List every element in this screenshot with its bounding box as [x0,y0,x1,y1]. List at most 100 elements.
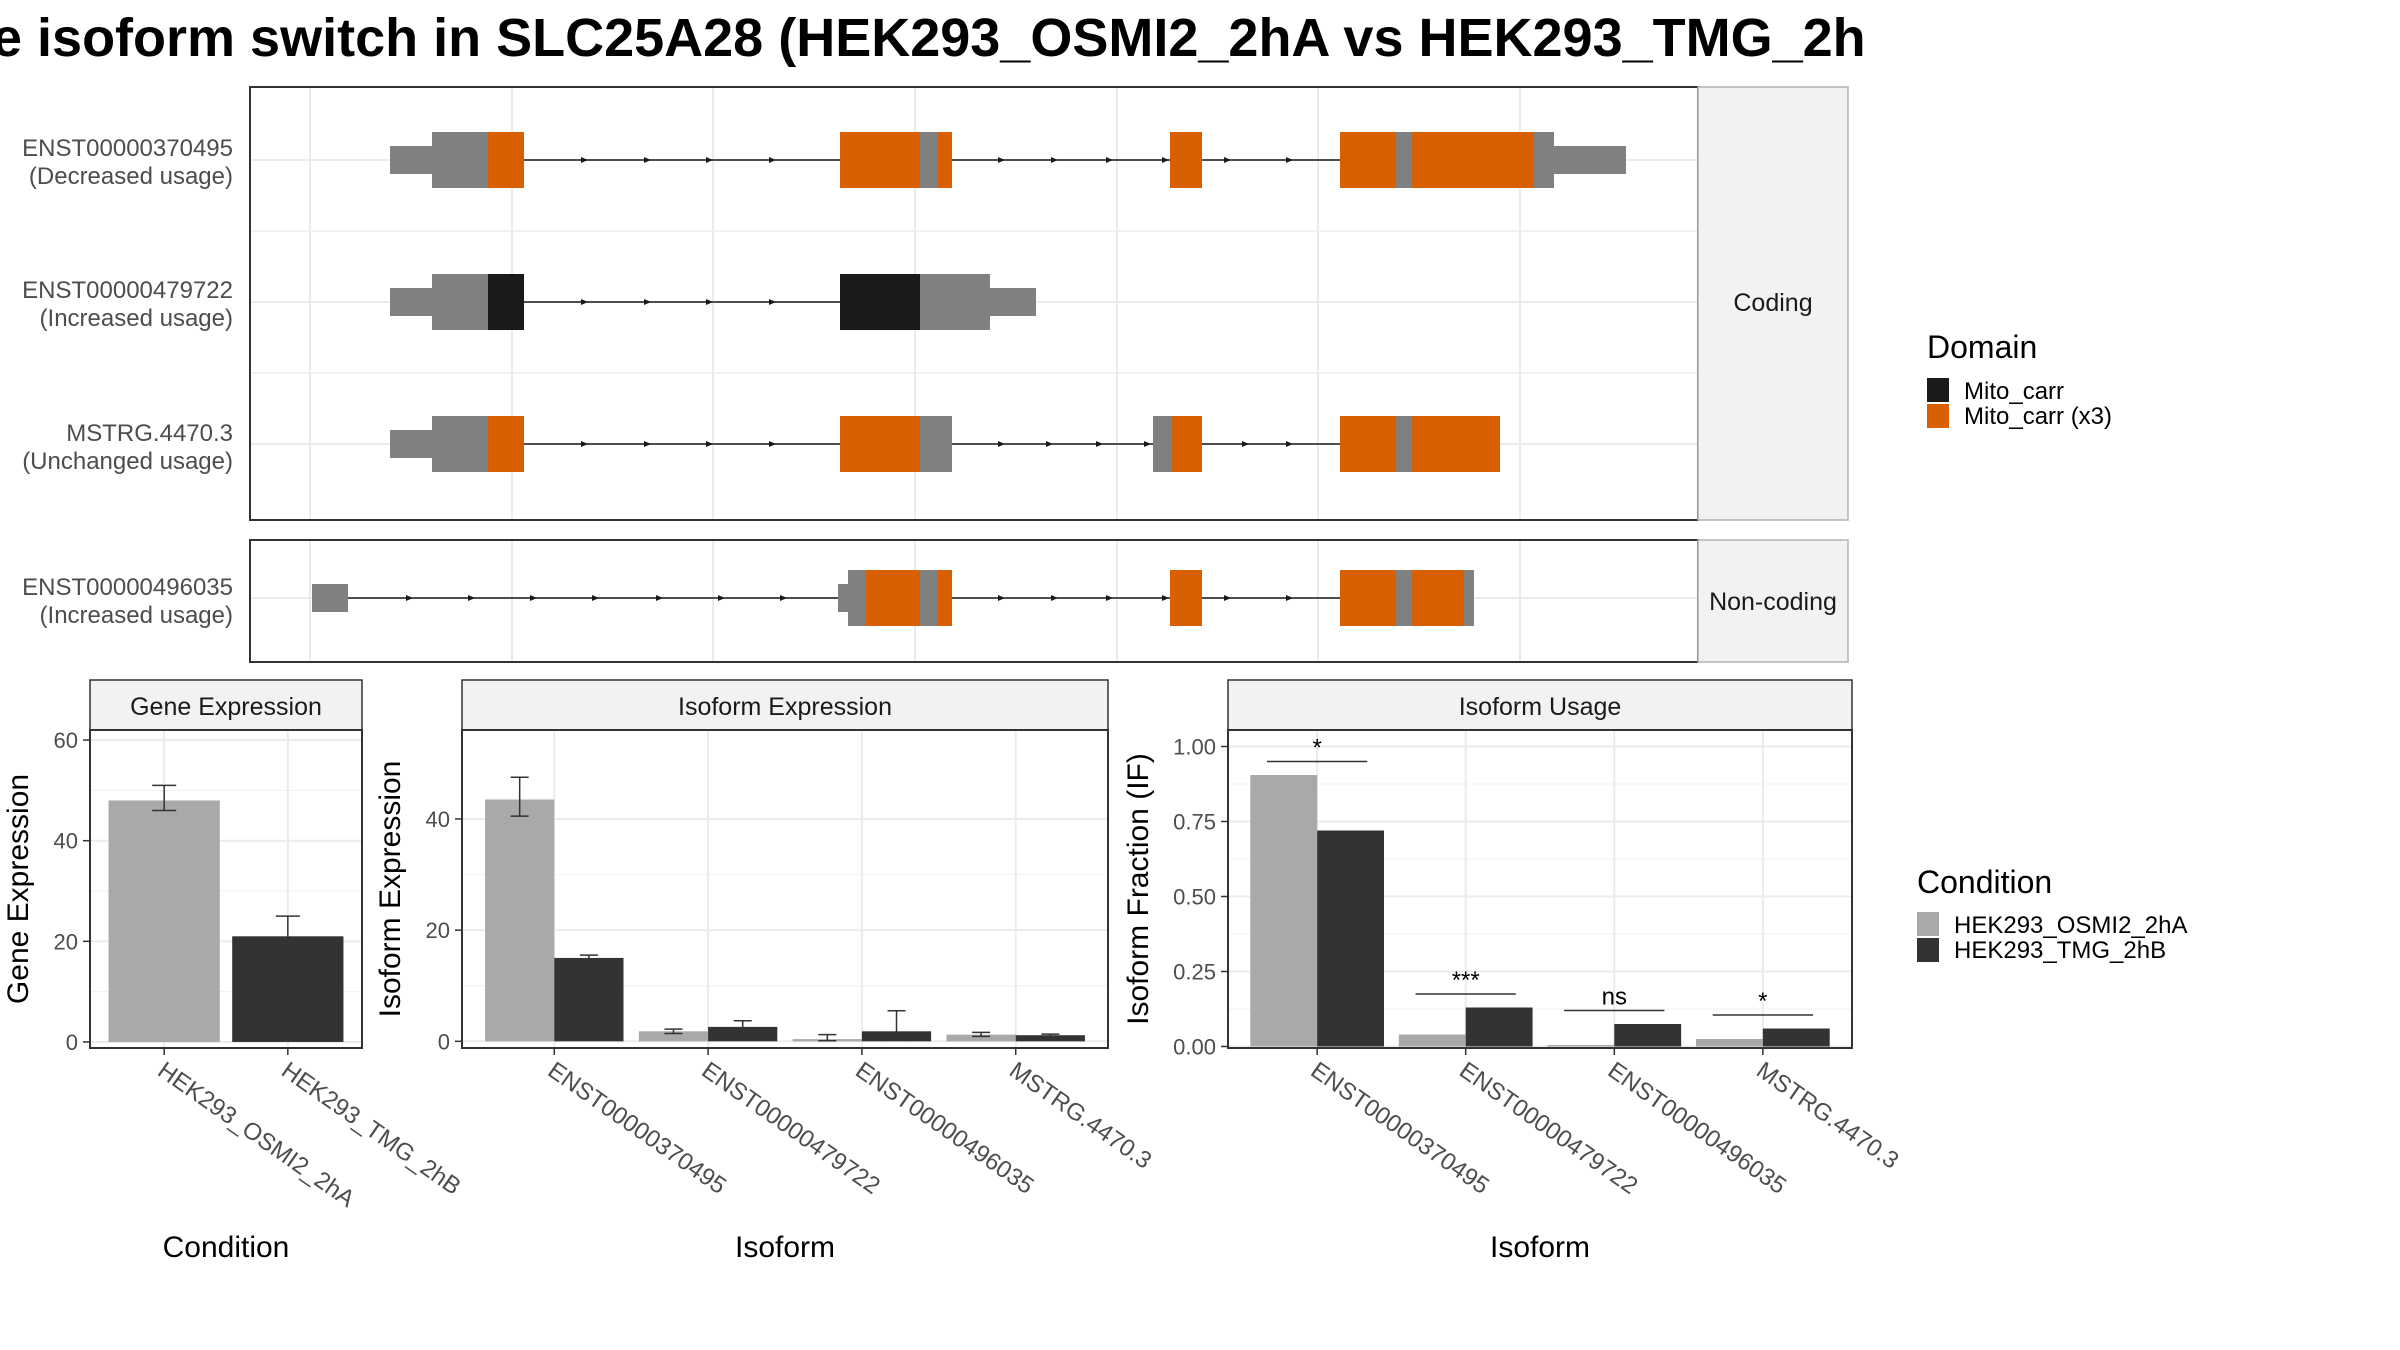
y-tick-label: 60 [54,728,78,753]
strip-coding-box [1697,86,1849,521]
domain-legend-title: Domain [1927,329,2037,365]
exon-utr-block [920,132,938,188]
intron-direction-arrow [1144,441,1151,447]
domain-legend: Domain Mito_carr Mito_carr (x3) [1927,329,2112,430]
panel-strip [461,679,1109,731]
intron-direction-arrow [780,595,787,601]
x-axis-title: Condition [163,1231,290,1264]
domain-mito-carr-x3-block [1412,570,1464,626]
domain-mito-carr-x3-block [1412,416,1500,472]
intron-direction-arrow [706,157,713,163]
intron-direction-arrow [706,441,713,447]
exon-utr-block [1554,146,1626,174]
domain-mito-carr-x3-block [938,570,952,626]
panel-strip [1227,679,1853,731]
domain-mito-carr-x3-block [488,132,524,188]
y-tick-label: 0.25 [1173,960,1216,985]
panel-strip [89,679,363,731]
intron-direction-arrow [769,299,776,305]
domain-mito-carr-x3-block [1172,416,1202,472]
domain-mito-carr-block [488,274,524,330]
strip-coding-label: Coding [1733,289,1812,317]
bar-MSTRG.4470.3-HEK293_TMG_2hB [1762,1028,1830,1047]
intron-direction-arrow [468,595,475,601]
y-tick-label: 0.50 [1173,885,1216,910]
x-axis-title: Isoform [735,1231,835,1264]
transcript-usage-2: (Increased usage) [40,305,233,332]
intron-direction-arrow [592,595,599,601]
domain-mito-carr-x3-block [840,132,920,188]
intron-direction-arrow [644,299,651,305]
exon-utr-block [848,570,866,626]
panel-title: Gene Expression [130,693,322,721]
intron-direction-arrow [406,595,413,601]
exon-utr-block [1396,416,1412,472]
y-axis-title: Isoform Expression [374,761,407,1018]
exon-utr-block [920,570,938,626]
figure-title: e isoform switch in SLC25A28 (HEK293_OSM… [0,8,1866,68]
y-axis-title: Isoform Fraction (IF) [1122,753,1155,1025]
x-tick-label: HEK293_OSMI2_2hA [153,1057,360,1213]
y-axis-title: Gene Expression [2,774,35,1004]
bar-MSTRG.4470.3-HEK293_TMG_2hB [1015,1035,1085,1042]
panel-frame [89,729,363,1049]
intron-direction-arrow [1242,441,1249,447]
intron-direction-arrow [998,157,1005,163]
panel-title: Isoform Expression [678,693,892,721]
y-tick-label: 0.75 [1173,810,1216,835]
intron-direction-arrow [644,157,651,163]
noncoding-panel-frame [249,539,1699,663]
transcript-label-4: ENST00000496035 [22,574,233,601]
y-tick-label: 0 [66,1030,78,1055]
expression-charts: Gene Expression0204060HEK293_OSMI2_2hAHE… [2,679,1903,1264]
intron-direction-arrow [998,441,1005,447]
intron-direction-arrow [581,157,588,163]
intron-direction-arrow [1224,157,1231,163]
intron-direction-arrow [998,595,1005,601]
intron-direction-arrow [1286,595,1293,601]
bar-MSTRG.4470.3-HEK293_OSMI2_2hA [946,1034,1016,1042]
intron-direction-arrow [644,441,651,447]
exon-utr-block [432,132,488,188]
domain-legend-key-mito-carr-x3 [1927,404,1949,428]
bar-ENST00000370495-HEK293_OSMI2_2hA [485,799,555,1042]
domain-mito-carr-x3-block [1412,132,1534,188]
condition-legend-label-osmi2: HEK293_OSMI2_2hA [1954,912,2187,939]
y-tick-label: 40 [426,807,450,832]
domain-mito-carr-x3-block [938,132,952,188]
exon-utr-block [838,584,848,612]
y-tick-label: 1.00 [1173,735,1216,760]
bar-ENST00000370495-HEK293_TMG_2hB [554,957,624,1042]
bar-ENST00000370495-HEK293_OSMI2_2hA [1250,775,1318,1047]
exon-utr-block [1464,570,1474,626]
bar-MSTRG.4470.3-HEK293_OSMI2_2hA [1696,1039,1763,1047]
exon-utr-block [432,274,488,330]
panel-frame [461,729,1109,1049]
domain-mito-carr-x3-block [1340,570,1396,626]
intron-direction-arrow [769,157,776,163]
y-tick-label: 0 [438,1029,450,1054]
domain-mito-carr-x3-block [488,416,524,472]
strip-noncoding-box [1697,539,1849,663]
bar-ENST00000479722-HEK293_OSMI2_2hA [638,1031,709,1042]
intron-direction-arrow [769,441,776,447]
bar-ENST00000479722-HEK293_TMG_2hB [1465,1007,1533,1047]
domain-legend-label-mito-carr-x3: Mito_carr (x3) [1964,403,2112,430]
y-tick-label: 0.00 [1173,1035,1216,1060]
x-axis-title: Isoform [1490,1231,1590,1264]
condition-legend-label-tmg: HEK293_TMG_2hB [1954,937,2166,964]
y-tick-label: 40 [54,829,78,854]
exon-utr-block [920,416,952,472]
y-tick-label: 20 [54,929,78,954]
condition-legend-key-osmi2 [1917,912,1939,936]
bar-ENST00000370495-HEK293_TMG_2hB [1317,830,1384,1047]
bar-ENST00000496035-HEK293_OSMI2_2hA [1547,1045,1615,1047]
intron-direction-arrow [1286,157,1293,163]
exon-utr-block [390,146,432,174]
exon-utr-block [1396,570,1412,626]
exon-utr-block [1153,416,1172,472]
domain-mito-carr-x3-block [866,570,920,626]
exon-utr-block [920,274,990,330]
exon-utr-block [990,288,1036,316]
